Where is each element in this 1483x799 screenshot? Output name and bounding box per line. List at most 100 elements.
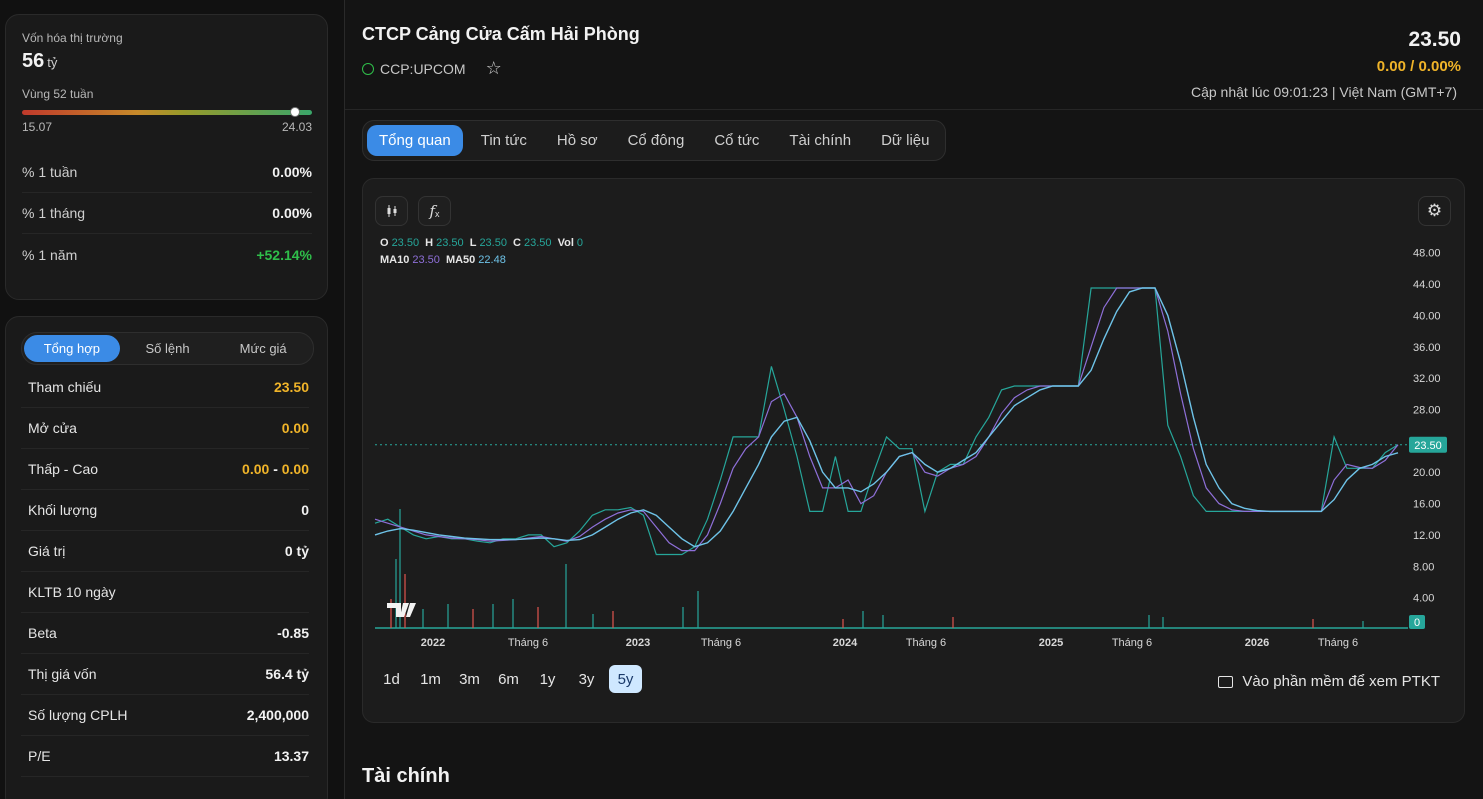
perf-row-week: % 1 tuần 0.00%: [22, 152, 312, 193]
summary-row-beta: Beta -0.85: [21, 613, 309, 654]
summary-label: Thị giá vốn: [28, 666, 97, 682]
y-tick-label: 36.00: [1413, 342, 1441, 354]
x-tick-label: Tháng 6: [1112, 637, 1152, 649]
summary-row-avg-volume: KLTB 10 ngày: [21, 572, 309, 613]
summary-label: Giá trị: [28, 543, 66, 559]
range-1d[interactable]: 1d: [383, 670, 400, 688]
performance-list: % 1 tuần 0.00% % 1 tháng 0.00% % 1 năm +…: [22, 152, 312, 275]
range-6m[interactable]: 6m: [498, 670, 519, 688]
summary-row-market-cap: Thị giá vốn 56.4 tỷ: [21, 654, 309, 695]
summary-value: 13.37: [273, 748, 309, 764]
price-change: 0.00 / 0.00%: [1376, 58, 1461, 75]
y-tick-label: 44.00: [1413, 279, 1441, 291]
range-52w-label: Vùng 52 tuần: [22, 87, 94, 101]
market-cap-value: 56 tỷ: [22, 50, 58, 72]
open-ta-software-link[interactable]: Vào phần mềm để xem PTKT: [1218, 673, 1440, 690]
market-cap-label: Vốn hóa thị trường: [22, 31, 123, 45]
series-line-price: [374, 287, 1399, 556]
x-tick-label: 2023: [626, 637, 650, 649]
y-tick-label: 12.00: [1413, 530, 1441, 542]
range-52w-ends: 15.07 24.03: [22, 120, 312, 134]
summary-value: 0: [301, 502, 309, 518]
summary-value: 2,400,000: [246, 707, 309, 723]
market-overview-card: Vốn hóa thị trường 56 tỷ Vùng 52 tuần 15.…: [5, 14, 328, 300]
summary-value: 0.00: [281, 420, 309, 436]
summary-label: Khối lượng: [28, 502, 98, 518]
tab-news[interactable]: Tin tức: [480, 132, 527, 149]
summary-label: P/E: [28, 748, 51, 764]
tab-profile[interactable]: Hồ sơ: [556, 132, 598, 149]
summary-tab-orders[interactable]: Số lệnh: [145, 341, 190, 356]
perf-label: % 1 năm: [22, 246, 78, 263]
summary-label: Thấp - Cao: [28, 461, 99, 477]
summary-label: Mở cửa: [28, 420, 77, 436]
perf-row-month: % 1 tháng 0.00%: [22, 193, 312, 234]
summary-label: Beta: [28, 625, 57, 641]
summary-row-shares: Số lượng CPLH 2,400,000: [21, 695, 309, 736]
range-52w-low: 15.07: [22, 120, 53, 134]
company-name: CTCP Cảng Cửa Cấm Hải Phòng: [362, 24, 640, 44]
summary-value: 0.00 - 0.00: [242, 461, 309, 477]
tab-financials[interactable]: Tài chính: [789, 132, 852, 149]
y-tick-label: 32.00: [1413, 373, 1441, 385]
summary-row-open: Mở cửa 0.00: [21, 408, 309, 449]
gear-icon[interactable]: ⚙: [1418, 196, 1451, 226]
x-tick-label: Tháng 6: [508, 637, 548, 649]
financials-section-title: Tài chính: [362, 765, 450, 787]
range-52w-bar: [22, 107, 312, 117]
x-tick-label: 2026: [1245, 637, 1269, 649]
summary-tab-overview[interactable]: Tổng hợp: [24, 335, 120, 362]
x-tick-label: Tháng 6: [701, 637, 741, 649]
summary-row-volume: Khối lượng 0: [21, 490, 309, 531]
x-tick-label: Tháng 6: [906, 637, 946, 649]
price-chart[interactable]: 4.008.0012.0016.0020.0024.0028.0032.0036…: [363, 179, 1466, 659]
summary-row-reference: Tham chiếu 23.50: [21, 367, 309, 408]
tab-dividends[interactable]: Cổ tức: [714, 132, 760, 149]
range-3m[interactable]: 3m: [459, 670, 480, 688]
clock-icon: [362, 62, 374, 75]
summary-row-pe: P/E 13.37: [21, 736, 309, 777]
summary-value: 56.4 tỷ: [265, 666, 309, 682]
x-tick-label: Tháng 6: [1318, 637, 1358, 649]
summary-tabs: Tổng hợp Số lệnh Mức giá: [21, 332, 314, 365]
perf-value: +52.14%: [256, 246, 312, 263]
perf-value: 0.00%: [272, 164, 312, 180]
y-tick-label: 8.00: [1413, 561, 1434, 573]
y-tick-label: 28.00: [1413, 404, 1441, 416]
range-52w-high: 24.03: [281, 120, 312, 134]
main-tabs: Tổng quan Tin tức Hồ sơ Cổ đông Cổ tức T…: [362, 120, 947, 161]
current-price: 23.50: [1408, 28, 1461, 51]
y-tick-label: 48.00: [1413, 248, 1441, 260]
summary-label: KLTB 10 ngày: [28, 584, 116, 600]
tab-shareholders[interactable]: Cổ đông: [627, 132, 685, 149]
summary-card: Tổng hợp Số lệnh Mức giá Tham chiếu 23.5…: [5, 316, 328, 799]
x-tick-label: 2024: [833, 637, 858, 649]
perf-value: 0.00%: [272, 205, 312, 221]
x-tick-label: 2022: [421, 637, 445, 649]
range-1m[interactable]: 1m: [420, 670, 441, 688]
tradingview-logo-icon: [387, 603, 416, 617]
range-52w-marker: [289, 107, 300, 117]
summary-value: -0.85: [277, 625, 309, 641]
open-ta-label: Vào phần mềm để xem PTKT: [1242, 673, 1440, 690]
perf-label: % 1 tuần: [22, 164, 78, 180]
range-1y[interactable]: 1y: [539, 670, 556, 688]
last-price-badge: [1409, 436, 1447, 453]
star-icon[interactable]: ☆: [485, 58, 502, 78]
y-tick-label: 40.00: [1413, 310, 1441, 322]
perf-label: % 1 tháng: [22, 205, 86, 221]
summary-row-low-high: Thấp - Cao 0.00 - 0.00: [21, 449, 309, 490]
update-time: Cập nhật lúc 09:01:23 | Việt Nam (GMT+7): [1190, 84, 1457, 100]
y-tick-label: 16.00: [1413, 499, 1441, 511]
summary-tab-price-levels[interactable]: Mức giá: [239, 341, 287, 356]
tab-overview[interactable]: Tổng quan: [367, 125, 463, 156]
tab-data[interactable]: Dữ liệu: [881, 132, 930, 149]
perf-row-year: % 1 năm +52.14%: [22, 234, 312, 275]
range-5y[interactable]: 5y: [609, 665, 642, 693]
monitor-icon: [1218, 675, 1234, 688]
candlestick-icon[interactable]: [375, 196, 408, 226]
range-3y[interactable]: 3y: [578, 670, 595, 688]
